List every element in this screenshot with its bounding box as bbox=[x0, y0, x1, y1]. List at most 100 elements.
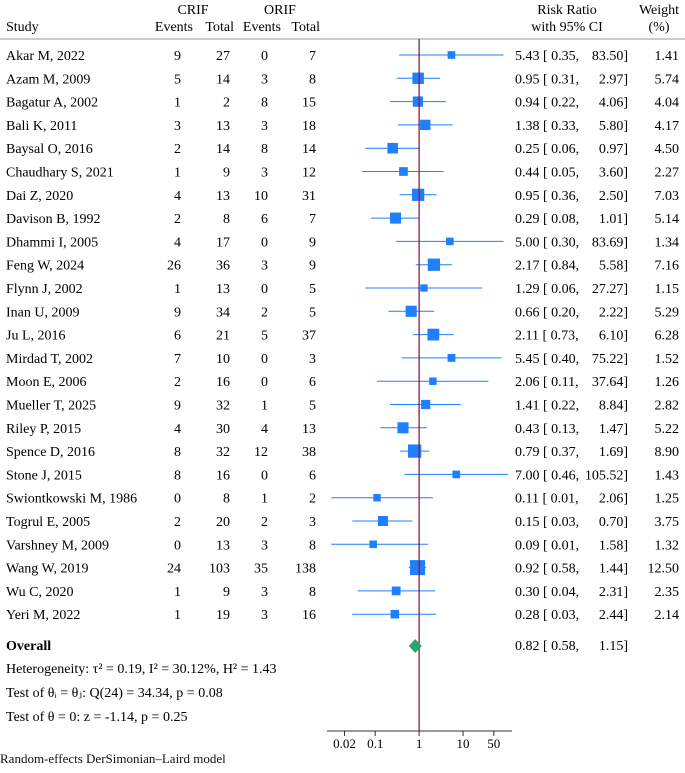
study-name: Feng W, 2024 bbox=[6, 259, 84, 274]
risk-ratio-text: 5.00 [ 0.30, bbox=[515, 235, 579, 250]
header-weight: Weight bbox=[639, 3, 679, 18]
ci-upper-text: 3.60] bbox=[599, 166, 628, 181]
orif-events: 3 bbox=[261, 166, 268, 181]
weight-text: 5.74 bbox=[655, 72, 680, 87]
orif-total: 9 bbox=[309, 235, 316, 250]
crif-events: 2 bbox=[174, 142, 181, 157]
study-row: Swiontkowski M, 1986 0 8 1 2 0.11 [ 0.01, 2.06… bbox=[6, 492, 679, 507]
point-estimate-marker bbox=[420, 284, 428, 292]
weight-text: 1.15 bbox=[655, 282, 680, 297]
orif-events: 3 bbox=[261, 585, 268, 600]
study-row: Mirdad T, 2002 7 10 0 3 5.45 [ 0.40, 75.22] 1.5… bbox=[6, 352, 679, 367]
crif-total: 13 bbox=[216, 282, 230, 297]
study-row: Flynn J, 2002 1 13 0 5 1.29 [ 0.06, 27.27] 1.15 bbox=[6, 282, 679, 297]
weight-text: 1.52 bbox=[655, 352, 680, 367]
study-name: Baysal O, 2016 bbox=[6, 142, 93, 157]
header-crif-events: Events bbox=[155, 20, 193, 35]
crif-total: 8 bbox=[223, 492, 230, 507]
weight-text: 7.16 bbox=[655, 259, 680, 274]
orif-total: 7 bbox=[309, 49, 316, 64]
plot-marks bbox=[331, 39, 509, 731]
orif-events: 2 bbox=[261, 515, 268, 530]
study-row: Varshney M, 2009 0 13 3 8 0.09 [ 0.01, 1.58] 1.… bbox=[6, 538, 679, 553]
crif-total: 21 bbox=[216, 329, 230, 344]
weight-text: 5.14 bbox=[655, 212, 680, 227]
stat-homogeneity-test: Test of θᵢ = θⱼ: Q(24) = 34.34, p = 0.08 bbox=[6, 686, 223, 701]
crif-total: 20 bbox=[216, 515, 230, 530]
ci-upper-text: 5.80] bbox=[599, 119, 628, 134]
study-row: Chaudhary S, 2021 1 9 3 12 0.44 [ 0.05, 3.60] 2… bbox=[6, 166, 679, 181]
risk-ratio-text: 2.06 [ 0.11, bbox=[515, 375, 579, 390]
orif-total: 37 bbox=[302, 329, 316, 344]
crif-events: 1 bbox=[174, 608, 181, 623]
crif-events: 6 bbox=[174, 329, 181, 344]
orif-total: 5 bbox=[309, 305, 316, 320]
orif-events: 6 bbox=[261, 212, 268, 227]
point-estimate-marker bbox=[427, 328, 440, 341]
study-row: Inan U, 2009 9 34 2 5 0.66 [ 0.20, 2.22] 5.29 bbox=[6, 305, 679, 320]
orif-events: 0 bbox=[261, 352, 268, 367]
weight-text: 1.41 bbox=[655, 49, 680, 64]
study-name: Wang W, 2019 bbox=[6, 562, 88, 577]
weight-text: 2.82 bbox=[655, 399, 680, 414]
study-name: Dhammi I, 2005 bbox=[6, 235, 98, 250]
orif-total: 38 bbox=[302, 445, 316, 460]
crif-total: 14 bbox=[216, 72, 230, 87]
weight-text: 5.29 bbox=[655, 305, 680, 320]
crif-events: 1 bbox=[174, 585, 181, 600]
ci-upper-text: 8.84] bbox=[599, 399, 628, 414]
orif-events: 5 bbox=[261, 329, 268, 344]
study-name: Inan U, 2009 bbox=[6, 305, 80, 320]
header-orif-events: Events bbox=[243, 20, 281, 35]
crif-events: 0 bbox=[174, 538, 181, 553]
ci-upper-text: 2.97] bbox=[599, 72, 628, 87]
crif-events: 1 bbox=[174, 282, 181, 297]
point-estimate-marker bbox=[420, 119, 431, 131]
risk-ratio-text: 0.66 [ 0.20, bbox=[515, 305, 579, 320]
study-row: Davison B, 1992 2 8 6 7 0.29 [ 0.08, 1.01] 5.14 bbox=[6, 212, 679, 227]
point-estimate-marker bbox=[447, 353, 456, 362]
risk-ratio-text: 0.30 [ 0.04, bbox=[515, 585, 579, 600]
weight-text: 1.26 bbox=[655, 375, 680, 390]
ci-upper-text: 2.44] bbox=[599, 608, 628, 623]
crif-total: 8 bbox=[223, 212, 230, 227]
risk-ratio-text: 5.45 [ 0.40, bbox=[515, 352, 579, 367]
study-row: Bagatur A, 2002 1 2 8 15 0.94 [ 0.22, 4.06] 4.0… bbox=[6, 96, 679, 111]
risk-ratio-text: 5.43 [ 0.35, bbox=[515, 49, 579, 64]
weight-text: 4.17 bbox=[655, 119, 680, 134]
point-estimate-marker bbox=[369, 540, 377, 549]
orif-events: 3 bbox=[261, 119, 268, 134]
point-estimate-marker bbox=[410, 560, 426, 576]
study-row: Moon E, 2006 2 16 0 6 2.06 [ 0.11, 37.64] 1.26 bbox=[6, 375, 679, 390]
study-row: Mueller T, 2025 9 32 1 5 1.41 [ 0.22, 8.84] 2.8… bbox=[6, 399, 679, 414]
risk-ratio-text: 2.11 [ 0.73, bbox=[515, 329, 579, 344]
orif-events: 3 bbox=[261, 259, 268, 274]
orif-total: 3 bbox=[309, 515, 316, 530]
crif-total: 10 bbox=[216, 352, 230, 367]
risk-ratio-text: 0.09 [ 0.01, bbox=[515, 538, 579, 553]
risk-ratio-text: 7.00 [ 0.46, bbox=[515, 468, 579, 483]
orif-total: 13 bbox=[302, 422, 316, 437]
study-name: Ju L, 2016 bbox=[6, 329, 66, 344]
crif-total: 13 bbox=[216, 189, 230, 204]
crif-events: 4 bbox=[174, 422, 181, 437]
point-estimate-marker bbox=[399, 167, 408, 176]
ci-upper-text: 27.27] bbox=[592, 282, 628, 297]
point-estimate-marker bbox=[452, 470, 461, 479]
risk-ratio-text: 0.95 [ 0.31, bbox=[515, 72, 579, 87]
risk-ratio-text: 0.95 [ 0.36, bbox=[515, 189, 579, 204]
ci-upper-text: 1.69] bbox=[599, 445, 628, 460]
weight-text: 1.32 bbox=[655, 538, 680, 553]
ci-upper-text: 6.10] bbox=[599, 329, 628, 344]
point-estimate-marker bbox=[389, 212, 402, 224]
study-row: Baysal O, 2016 2 14 8 14 0.25 [ 0.06, 0.97] 4.5… bbox=[6, 142, 679, 157]
stat-overall-test: Test of θ = 0: z = -1.14, p = 0.25 bbox=[6, 710, 187, 725]
crif-events: 2 bbox=[174, 375, 181, 390]
crif-total: 9 bbox=[223, 585, 230, 600]
forest-plot: CRIF ORIF Study Events Total Events Tota… bbox=[0, 3, 685, 750]
header-crif: CRIF bbox=[177, 3, 208, 18]
risk-ratio-text: 0.44 [ 0.05, bbox=[515, 166, 579, 181]
study-row: Feng W, 2024 26 36 3 9 2.17 [ 0.84, 5.58] 7.16 bbox=[6, 259, 679, 274]
crif-total: 34 bbox=[216, 305, 230, 320]
study-name: Wu C, 2020 bbox=[6, 585, 74, 600]
